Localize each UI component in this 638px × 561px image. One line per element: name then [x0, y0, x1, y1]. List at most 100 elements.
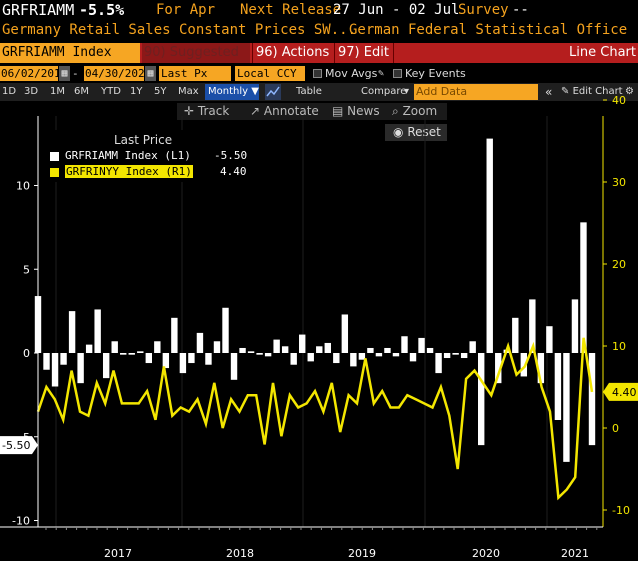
legend-item-1-label: GRFRIAMM Index (L1) — [65, 149, 191, 162]
right-tick-label: 40 — [612, 94, 626, 107]
bar — [495, 353, 502, 384]
bar — [213, 341, 221, 353]
bar — [435, 353, 442, 374]
bar — [563, 353, 570, 462]
x-tick-label-2021: 2021 — [561, 547, 589, 560]
bar — [520, 353, 528, 377]
period-ytd[interactable]: YTD — [101, 86, 121, 97]
news-label: News — [347, 104, 380, 118]
security-input[interactable]: GRFRIAMM Index — [0, 43, 140, 63]
price-field-select[interactable]: Last Px — [159, 66, 231, 81]
edit-chart-pencil-icon: ✎ — [561, 86, 570, 97]
period-1y[interactable]: 1Y — [130, 86, 143, 97]
table-button[interactable]: Table — [296, 86, 322, 97]
bar — [537, 353, 545, 384]
period-1m[interactable]: 1M — [50, 86, 65, 97]
legend-item-1-value: -5.50 — [214, 149, 248, 162]
bar — [85, 344, 93, 353]
date-separator: - — [72, 67, 79, 80]
bar — [256, 353, 263, 355]
bar — [102, 353, 110, 379]
bar — [384, 347, 391, 353]
period-6m[interactable]: 6M — [74, 86, 89, 97]
key-events-checkbox[interactable] — [393, 69, 402, 78]
add-data-input[interactable]: Add Data — [414, 84, 538, 100]
header-row-2: Germany Retail Sales Constant Prices SW.… — [0, 21, 638, 41]
legend-item-2-label: GRFRINYY Index (R1) — [65, 165, 193, 178]
collapse-icon[interactable]: « — [545, 85, 553, 99]
period-3d[interactable]: 3D — [24, 86, 39, 97]
reset-button[interactable]: ◉ Reset — [385, 124, 447, 141]
bar — [43, 353, 50, 370]
news-button[interactable]: ▤ News — [332, 104, 380, 118]
bar — [375, 353, 383, 357]
pencil-icon[interactable]: ✎ — [378, 68, 385, 79]
edit-chart-label: Edit Chart — [572, 86, 623, 97]
bar — [145, 353, 152, 364]
bar — [77, 353, 84, 384]
edit-chart-button[interactable]: ✎ Edit Chart — [561, 84, 623, 100]
next-release-label: Next Release — [240, 2, 342, 18]
currency-select[interactable]: Local CCY — [235, 66, 305, 81]
last-value-tag-left — [0, 436, 38, 455]
bar — [409, 353, 417, 362]
bar — [179, 353, 187, 374]
survey-value: -- — [512, 2, 529, 18]
line-chart-icon[interactable] — [265, 84, 281, 100]
period-5y[interactable]: 5Y — [154, 86, 167, 97]
start-calendar-icon[interactable]: ▦ — [59, 66, 70, 81]
mov-avgs-checkbox[interactable] — [313, 69, 322, 78]
end-date-input[interactable]: 04/30/2021 — [84, 66, 152, 81]
right-tick-label: 0 — [612, 422, 619, 435]
bar — [443, 353, 451, 359]
bar — [546, 326, 553, 353]
line-series — [36, 337, 594, 501]
bar — [571, 299, 579, 353]
end-calendar-icon[interactable]: ▦ — [145, 66, 156, 81]
bar — [324, 342, 331, 353]
reset-label: Reset — [407, 125, 441, 139]
survey-label: Survey — [458, 2, 509, 18]
bar — [281, 346, 289, 353]
bar — [60, 353, 67, 365]
magnifier-icon: ⌕ — [392, 104, 399, 118]
track-label: Track — [197, 104, 230, 118]
frequency-label: Monthly — [208, 86, 249, 97]
period-max[interactable]: Max — [178, 86, 199, 97]
bar — [247, 351, 255, 353]
track-button[interactable]: ✛ Track — [184, 104, 229, 118]
settings-gear-icon[interactable]: ⚙ — [625, 86, 634, 97]
mov-avgs-label: Mov Avgs — [325, 67, 378, 80]
legend-title: Last Price — [114, 133, 173, 147]
x-tick-label-2020: 2020 — [472, 547, 500, 560]
x-tick-label-2018: 2018 — [226, 547, 254, 560]
news-icon: ▤ — [332, 104, 344, 118]
compare-dropdown-icon[interactable]: ▾ — [404, 86, 410, 97]
bar — [230, 353, 238, 380]
bar — [188, 353, 195, 364]
bar — [401, 336, 408, 353]
header-row-1: GRFRIAMM -5.5% For Apr Next Release 27 J… — [0, 0, 638, 20]
period-1d[interactable]: 1D — [2, 86, 17, 97]
left-tick-label: 5 — [23, 263, 30, 276]
left-tick-label: 0 — [23, 347, 30, 360]
frequency-select[interactable]: Monthly ▼ — [205, 84, 259, 100]
bar — [554, 353, 562, 420]
last-value-left: -5.50 — [2, 439, 30, 452]
zoom-label: Zoom — [402, 104, 438, 118]
bar — [196, 332, 204, 353]
annotate-button[interactable]: ↗ Annotate — [250, 104, 319, 118]
bar — [580, 222, 587, 353]
bar — [350, 353, 357, 367]
bar — [299, 334, 306, 353]
compare-button[interactable]: Compare — [361, 86, 407, 97]
bar — [239, 347, 246, 353]
x-tick-label-2017: 2017 — [104, 547, 132, 560]
legend-swatch-white — [50, 152, 59, 161]
bar — [94, 309, 101, 353]
gridlines — [55, 116, 548, 527]
bar — [316, 346, 323, 353]
x-tick-label-2019: 2019 — [348, 547, 376, 560]
zoom-button[interactable]: ⌕ Zoom — [392, 104, 437, 119]
start-date-input[interactable]: 06/02/2015 — [0, 66, 68, 81]
